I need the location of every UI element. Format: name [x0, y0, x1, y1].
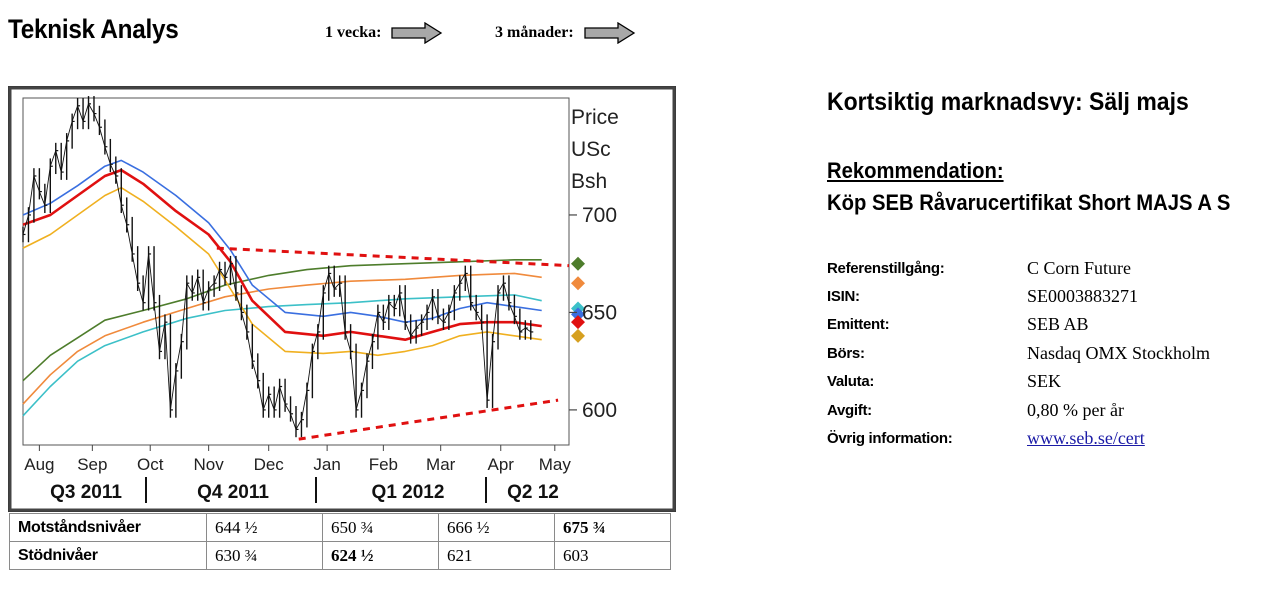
resistance-trendline: [216, 246, 570, 268]
axis-group: Price USc Bsh 600 650 700 Aug Sep Oct Nov Dec Jan Fe…: [24, 106, 619, 503]
info-row-reference: Referenstillgång: C Corn Future: [827, 254, 1210, 282]
end-markers-group: [571, 256, 585, 343]
info-key: Emittent:: [827, 316, 890, 334]
info-value: SEB AB: [1027, 314, 1089, 335]
series-line-5: [22, 168, 542, 341]
recommendation-text: Köp SEB Råvarucertifikat Short MAJS A S: [827, 190, 1231, 215]
info-row-fee: Avgift: 0,80 % per år: [827, 396, 1210, 424]
recommendation-heading: Rekommendation:: [827, 158, 1004, 183]
end-marker-1: [571, 256, 585, 271]
support-level-1: 630 ¾: [206, 541, 323, 570]
support-trendline: [298, 398, 559, 441]
month-label: Aug: [24, 455, 54, 474]
info-row-issuer: Emittent: SEB AB: [827, 311, 1210, 339]
info-value: SE0003883271: [1027, 286, 1139, 307]
support-row: Stödnivåer 630 ¾ 624 ½ 621 603: [9, 541, 671, 570]
resistance-row: Motståndsnivåer 644 ½ 650 ¾ 666 ½ 675 ¾: [9, 513, 671, 542]
info-row-currency: Valuta: SEK: [827, 368, 1210, 396]
month-label: Apr: [488, 455, 515, 474]
series-line-6: [22, 186, 542, 357]
end-marker-4: [571, 307, 585, 322]
month-label: Sep: [77, 455, 107, 474]
chart-outer-edge: [8, 86, 676, 512]
price-chart: Price USc Bsh 600 650 700 Aug Sep Oct Nov Dec Jan Fe…: [8, 86, 676, 512]
month-label: Jan: [313, 455, 340, 474]
info-key: ISIN:: [827, 288, 860, 306]
product-info: Referenstillgång: C Corn Future ISIN: SE00…: [827, 254, 1210, 453]
quarter-label: Q2 12: [507, 482, 559, 503]
info-key: Övrig information:: [827, 430, 953, 448]
price-unit-label: USc: [571, 138, 611, 161]
y-tick-label: 600: [582, 399, 617, 422]
info-row-other: Övrig information: www.seb.se/cert: [827, 424, 1210, 452]
info-value: 0,80 % per år: [1027, 399, 1124, 420]
page-title: Teknisk Analys: [8, 14, 179, 44]
price-unit-label: Bsh: [571, 170, 607, 193]
months-arrow-icon: [584, 22, 635, 44]
y-tick-label: 650: [582, 301, 617, 324]
support-label: Stödnivåer: [9, 541, 207, 570]
week-label: 1 vecka:: [325, 24, 382, 41]
week-horizon: 1 vecka:: [325, 22, 443, 44]
resistance-level-2: 650 ¾: [322, 513, 439, 542]
info-key: Valuta:: [827, 373, 875, 391]
levels-table: Motståndsnivåer 644 ½ 650 ¾ 666 ½ 675 ¾ …: [9, 513, 671, 570]
quarter-label: Q1 2012: [372, 482, 445, 503]
month-label: Mar: [426, 455, 456, 474]
info-value: C Corn Future: [1027, 257, 1132, 278]
quarter-label: Q3 2011: [50, 482, 122, 503]
resistance-level-3: 666 ½: [438, 513, 555, 542]
price-unit-label: Price: [571, 106, 619, 129]
end-marker-2: [571, 276, 585, 291]
resistance-level-4: 675 ¾: [554, 513, 671, 542]
info-row-exchange: Börs: Nasdaq OMX Stockholm: [827, 339, 1210, 367]
week-arrow-icon: [391, 22, 443, 44]
info-key: Börs:: [827, 344, 865, 362]
support-level-2: 624 ½: [322, 541, 439, 570]
resistance-level-1: 644 ½: [206, 513, 323, 542]
info-link[interactable]: www.seb.se/cert: [1027, 428, 1145, 449]
series-line-4: [22, 159, 542, 323]
info-key: Referenstillgång:: [827, 259, 945, 277]
months-horizon: 3 månader:: [495, 22, 636, 44]
quarter-label: Q4 2011: [197, 482, 269, 503]
month-label: May: [539, 455, 572, 474]
end-marker-5: [571, 315, 585, 330]
info-value: SEK: [1027, 371, 1062, 392]
month-label: Nov: [194, 455, 225, 474]
price-bars-group: [22, 96, 534, 438]
months-label: 3 månader:: [495, 24, 574, 41]
y-tick-label: 700: [582, 204, 617, 227]
info-value: Nasdaq OMX Stockholm: [1027, 342, 1210, 363]
info-key: Avgift:: [827, 401, 872, 419]
month-label: Feb: [369, 455, 398, 474]
support-level-4: 603: [554, 541, 671, 570]
resistance-label: Motståndsnivåer: [9, 513, 207, 542]
month-label: Dec: [254, 455, 285, 474]
market-view-heading: Kortsiktig marknadsvy: Sälj majs: [827, 88, 1189, 116]
price-line: [22, 102, 532, 431]
end-marker-6: [571, 328, 585, 343]
support-level-3: 621: [438, 541, 555, 570]
month-label: Oct: [137, 455, 164, 474]
series-line-1: [22, 259, 542, 382]
trendlines-group: [216, 246, 570, 441]
info-row-isin: ISIN: SE0003883271: [827, 282, 1210, 310]
